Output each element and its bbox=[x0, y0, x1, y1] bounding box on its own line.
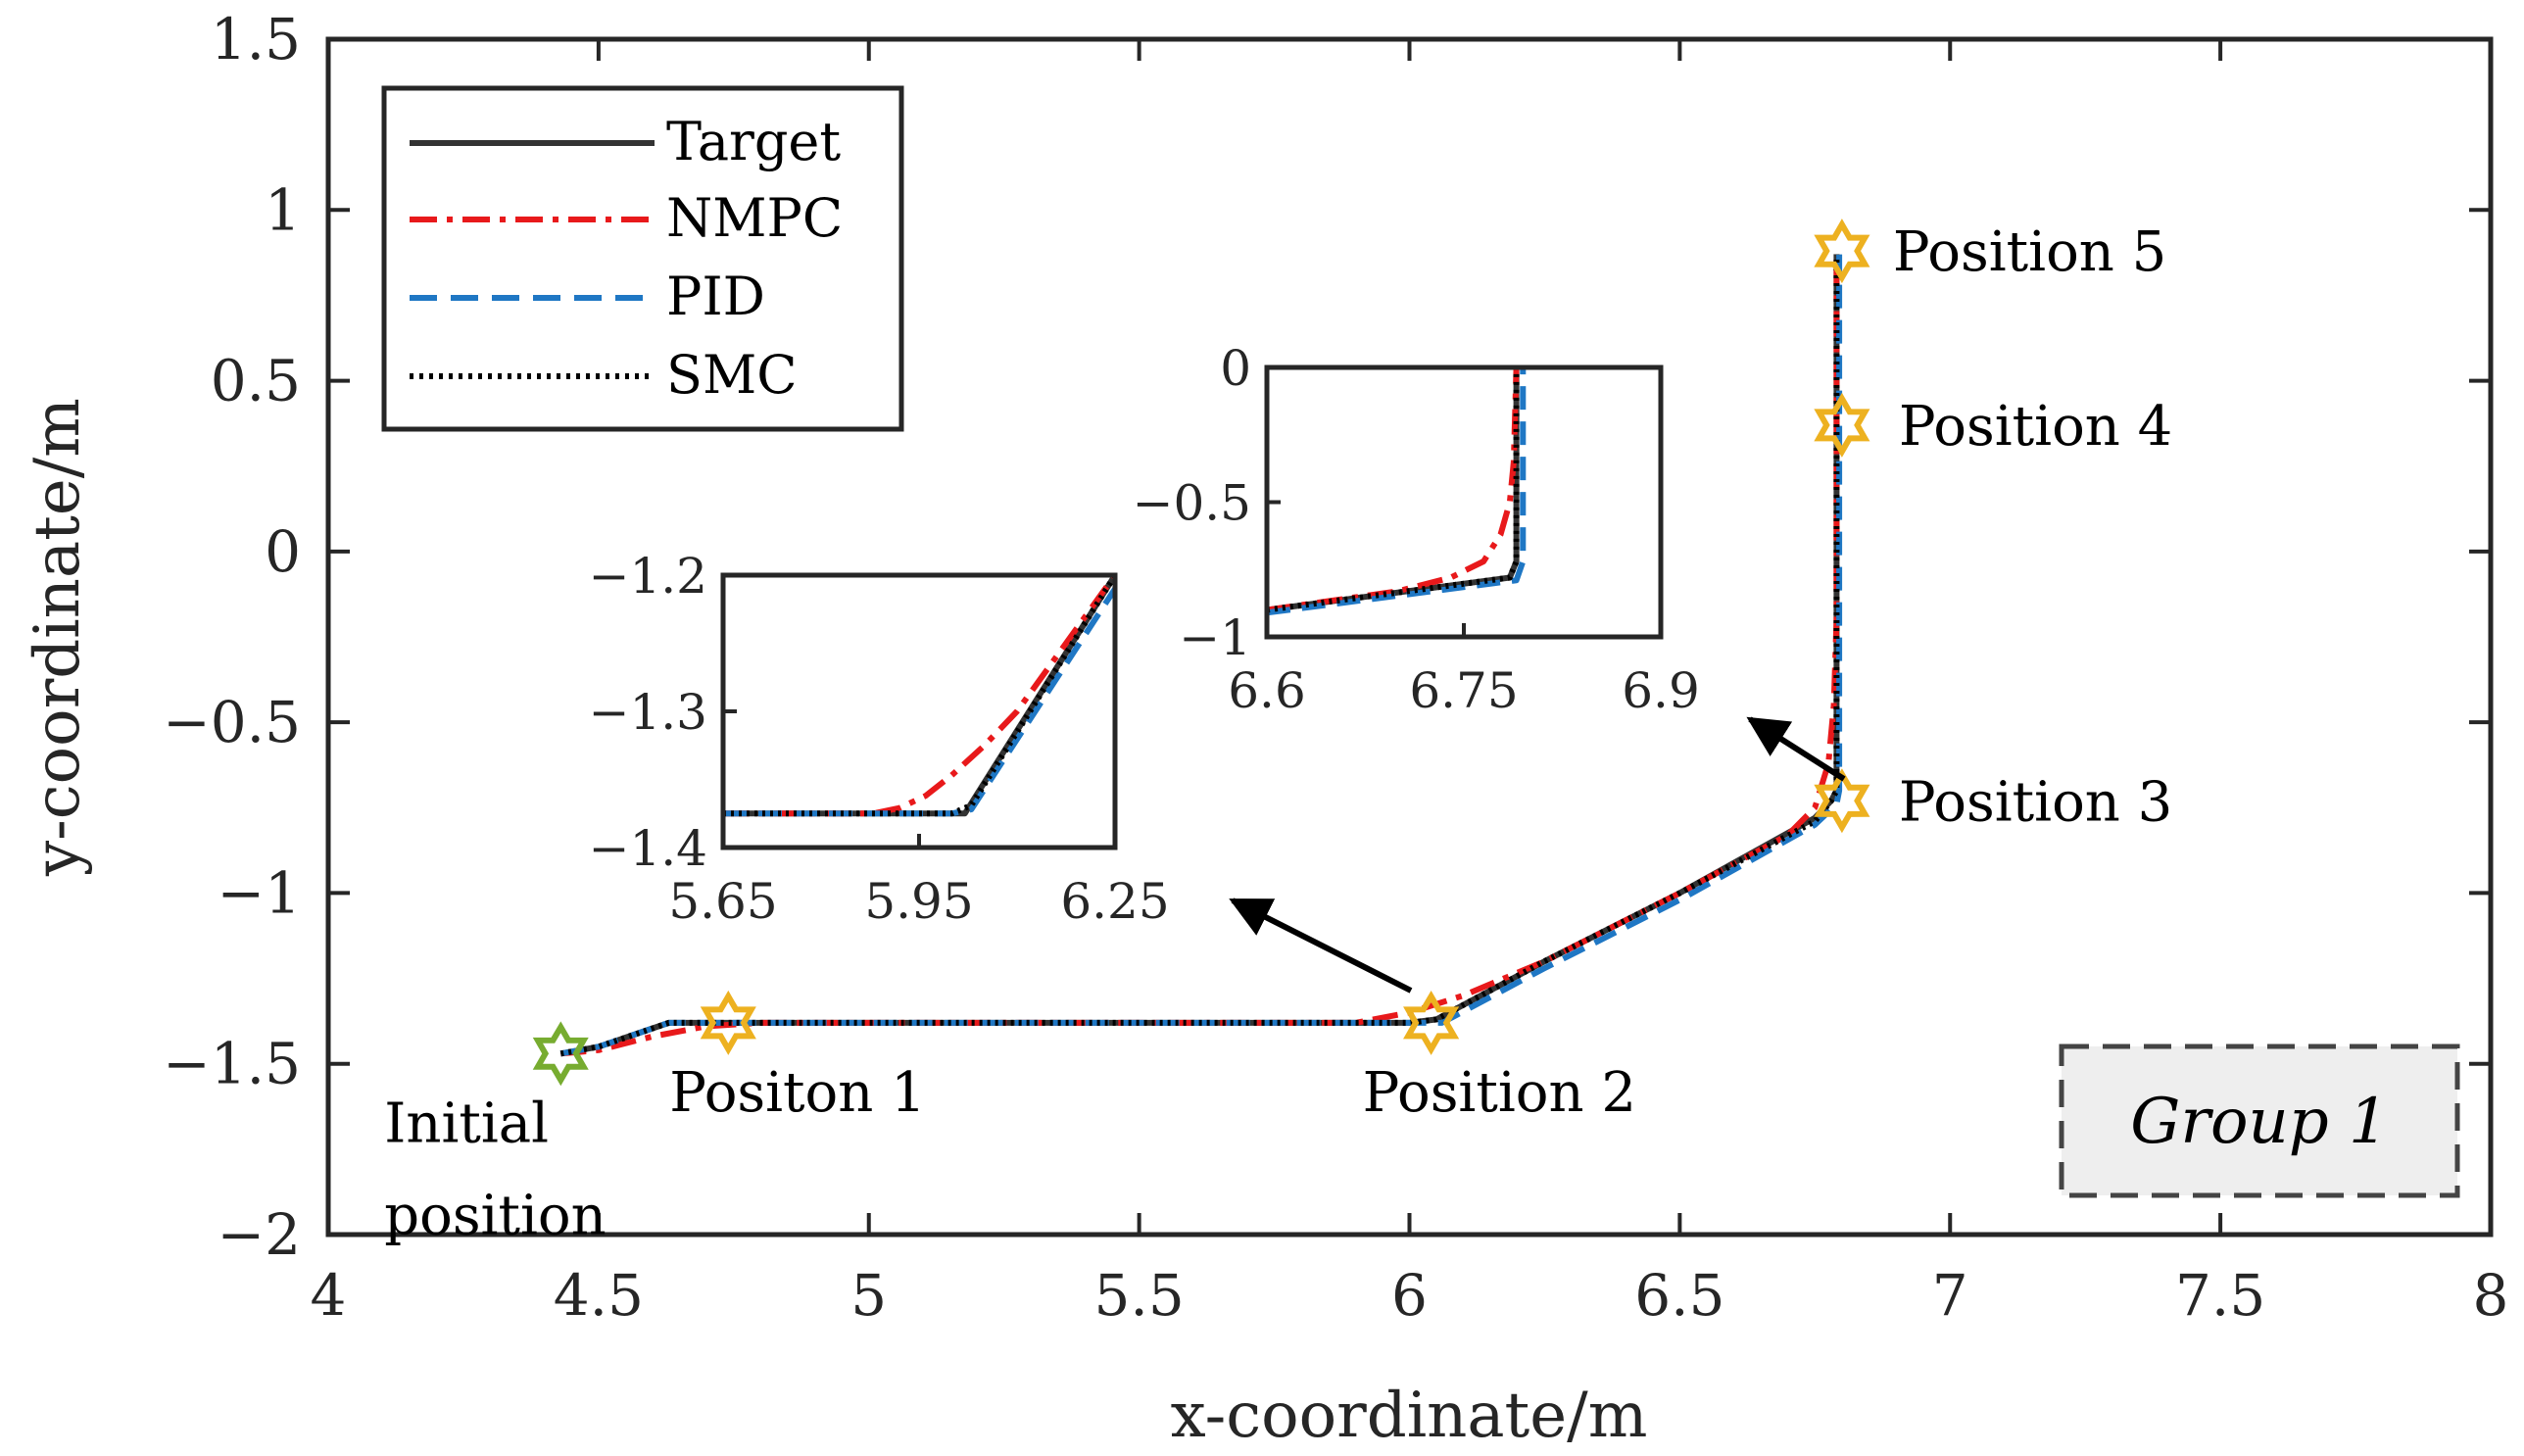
inset-2-arrow bbox=[1746, 716, 1846, 782]
inset2-series-pid bbox=[1267, 367, 1527, 616]
main-x-tick-label: 4.5 bbox=[554, 1262, 644, 1329]
inset1-series-smc bbox=[723, 575, 1115, 817]
main-y-tick-label: 0.5 bbox=[211, 348, 301, 414]
group-annotation-box bbox=[2059, 1043, 2460, 1198]
position-label-0: Initial bbox=[384, 1092, 549, 1155]
main-series-smc bbox=[559, 254, 1840, 1057]
inset2-y-tick-label: −0.5 bbox=[1133, 475, 1251, 532]
position-marker-0 bbox=[532, 1021, 589, 1087]
inset2-y-tick-label: 0 bbox=[1220, 340, 1251, 397]
legend-label-smc: SMC bbox=[666, 344, 798, 406]
main-x-tick-label: 6 bbox=[1391, 1262, 1428, 1329]
inset2-x-tick-label: 6.6 bbox=[1228, 662, 1306, 719]
position-marker-5 bbox=[1814, 218, 1870, 284]
position-label-0-line2: position bbox=[384, 1184, 606, 1247]
main-x-tick-label: 7.5 bbox=[2175, 1262, 2265, 1329]
inset-plot-1: 5.65 5.95 6.25 −1.4 −1.3 −1.2 bbox=[589, 548, 1170, 930]
main-x-tick-label: 6.5 bbox=[1634, 1262, 1724, 1329]
main-y-tick-label: 1 bbox=[265, 176, 301, 243]
legend-label-target: Target bbox=[666, 111, 841, 172]
main-x-tick-label: 7 bbox=[1932, 1262, 1968, 1329]
x-axis-label: x-coordinate/m bbox=[1171, 1380, 1648, 1452]
position-label-1: Positon 1 bbox=[669, 1061, 926, 1125]
legend-label-nmpc: NMPC bbox=[666, 187, 843, 249]
inset-plot-2: 6.6 6.75 6.9 −1 −0.5 0 bbox=[1133, 340, 1700, 719]
main-x-tick-label: 8 bbox=[2473, 1262, 2509, 1329]
main-y-tick-label: −1.5 bbox=[163, 1031, 301, 1097]
inset1-y-tick-label: −1.4 bbox=[589, 820, 707, 877]
legend-label-pid: PID bbox=[666, 266, 765, 327]
inset2-x-tick-label: 6.9 bbox=[1622, 662, 1700, 719]
main-y-tick-label: −0.5 bbox=[163, 689, 301, 755]
group-annotation: Group 1 bbox=[2059, 1043, 2460, 1198]
inset1-series-group bbox=[723, 575, 1115, 817]
inset2-plot-area bbox=[1267, 367, 1661, 637]
inset2-y-tick-label: −1 bbox=[1179, 609, 1251, 666]
inset1-x-tick-label: 5.65 bbox=[668, 873, 777, 930]
main-series-pid bbox=[559, 254, 1843, 1057]
inset2-series-group bbox=[1267, 367, 1527, 616]
inset2-series-smc bbox=[1267, 367, 1520, 613]
main-x-tick-label: 4 bbox=[311, 1262, 347, 1329]
group-annotation-label: Group 1 bbox=[2130, 1086, 2389, 1158]
position-label-2: Position 2 bbox=[1363, 1061, 1636, 1125]
inset2-x-tick-label: 6.75 bbox=[1409, 662, 1518, 719]
main-y-tick-label: −2 bbox=[218, 1201, 302, 1268]
legend: Target NMPC PID SMC bbox=[381, 85, 904, 432]
inset1-series-pid bbox=[723, 587, 1115, 817]
main-x-tick-label: 5.5 bbox=[1094, 1262, 1185, 1329]
position-label-5: Position 5 bbox=[1893, 220, 2166, 284]
position-marker-1 bbox=[700, 990, 756, 1055]
position-label-4: Position 4 bbox=[1899, 395, 2172, 459]
inset1-plot-area bbox=[723, 575, 1115, 848]
position-marker-2 bbox=[1403, 990, 1460, 1055]
position-marker-3 bbox=[1814, 768, 1870, 834]
inset1-x-tick-label: 6.25 bbox=[1060, 873, 1169, 930]
main-y-tick-label: −1 bbox=[218, 859, 302, 926]
main-x-tick-label: 5 bbox=[850, 1262, 887, 1329]
main-y-tick-label: 0 bbox=[265, 518, 301, 585]
inset-1-arrow bbox=[1229, 898, 1413, 994]
position-label-3: Position 3 bbox=[1899, 770, 2172, 834]
inset1-y-tick-label: −1.2 bbox=[589, 548, 707, 605]
inset1-y-tick-label: −1.3 bbox=[589, 684, 707, 741]
main-y-tick-label: 1.5 bbox=[211, 6, 301, 73]
position-marker-4 bbox=[1814, 392, 1870, 458]
y-axis-label: y-coordinate/m bbox=[22, 398, 94, 877]
inset1-x-tick-label: 5.95 bbox=[864, 873, 973, 930]
